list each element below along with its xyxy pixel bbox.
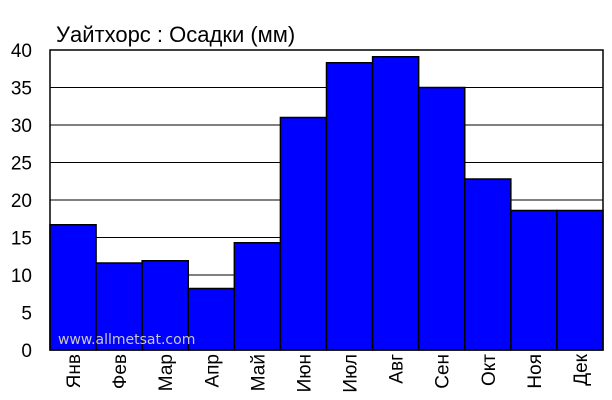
x-tick-label: Апр: [202, 354, 223, 388]
watermark: www.allmetsat.com: [58, 332, 195, 348]
x-tick-label: Янв: [64, 354, 85, 388]
bar-7: [325, 62, 374, 351]
chart-title: Уайтхорс : Осадки (мм): [56, 22, 295, 47]
plot-frame: [49, 49, 604, 351]
bar-10: [464, 178, 512, 351]
y-tick-label: 0: [21, 341, 32, 362]
x-tick-label: Июл: [341, 354, 362, 393]
y-tick-label: 10: [11, 266, 32, 287]
x-tick-label: Авг: [387, 354, 408, 384]
y-axis-ticks: 0 5 10 15 20 25 30 35 40: [11, 41, 32, 362]
bar-9: [417, 86, 466, 351]
x-axis-ticks: Янв Фев Мар Апр Май Июн Июл Авг Сен Окт Ноя Дек: [64, 353, 592, 392]
bar-6: [279, 116, 328, 351]
x-tick-label: Мар: [156, 354, 177, 391]
y-tick-label: 40: [11, 41, 32, 62]
y-tick-label: 35: [11, 79, 32, 100]
x-tick-label: Фев: [110, 354, 131, 389]
x-tick-label: Июн: [294, 354, 315, 392]
bar-8: [371, 56, 420, 351]
bar-5: [233, 242, 282, 351]
y-tick-label: 20: [11, 191, 32, 212]
y-tick-label: 25: [11, 154, 32, 175]
x-tick-label: Сен: [433, 354, 454, 389]
bar-12: [556, 209, 604, 351]
x-tick-label: Дек: [571, 353, 592, 385]
x-tick-label: Окт: [479, 354, 500, 386]
x-tick-label: Май: [248, 354, 269, 391]
y-tick-label: 5: [21, 304, 32, 325]
bar-11: [510, 209, 558, 351]
x-tick-label: Ноя: [525, 354, 546, 389]
y-tick-label: 30: [11, 116, 32, 137]
y-tick-label: 15: [11, 229, 32, 250]
bars-group: [49, 56, 604, 351]
